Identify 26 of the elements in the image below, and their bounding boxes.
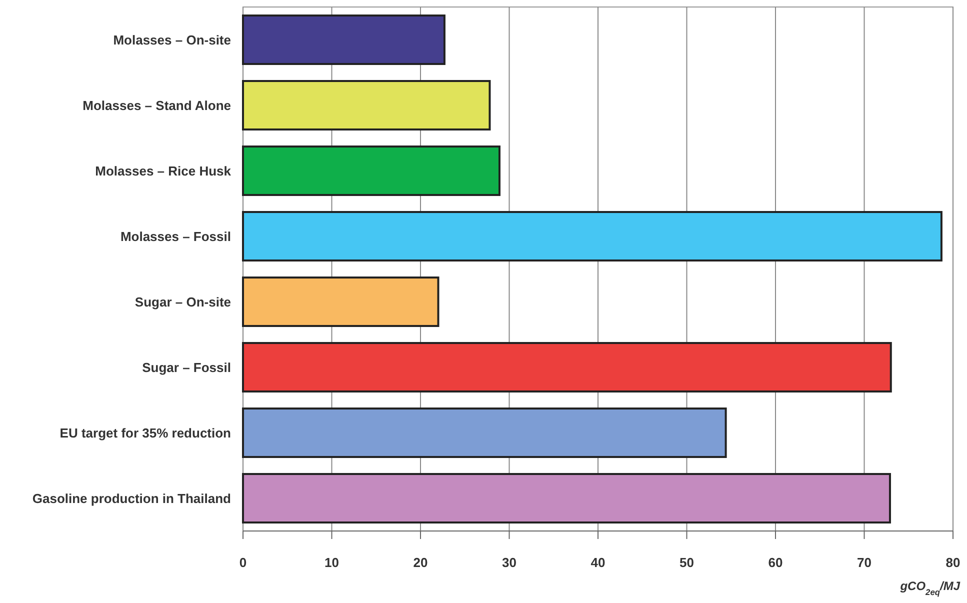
x-tick-label: 70	[857, 555, 872, 570]
x-tick-label: 80	[946, 555, 960, 570]
bar	[242, 146, 500, 196]
y-tick-label: EU target for 35% reduction	[60, 425, 232, 440]
y-tick-label: Gasoline production in Thailand	[32, 490, 232, 506]
bar	[242, 211, 942, 262]
x-tick-label: 40	[590, 555, 606, 570]
x-tick-label: 60	[768, 555, 783, 570]
x-axis-title: gCO$_{2eq}$/MJ	[899, 579, 960, 597]
x-tick-label: 50	[680, 555, 694, 570]
y-tick-label: Molasses – Rice Husk	[95, 163, 232, 178]
y-tick-label: Sugar – On-site	[134, 294, 231, 310]
bar	[242, 276, 440, 327]
y-tick-label: Molasses – Stand Alone	[82, 98, 231, 113]
x-tick-label: 0	[239, 555, 247, 570]
bar	[242, 80, 491, 130]
y-tick-label: Sugar – Fossil	[142, 360, 231, 375]
y-tick-label: Molasses – Fossil	[120, 228, 231, 244]
bar	[242, 473, 891, 524]
x-tick-label: 30	[502, 555, 516, 570]
y-tick-label: Molasses – On-site	[113, 32, 231, 48]
x-tick-label: 20	[413, 555, 428, 570]
bar	[242, 342, 892, 392]
bar	[242, 408, 727, 458]
bar	[242, 14, 446, 65]
x-tick-label: 10	[324, 555, 339, 570]
